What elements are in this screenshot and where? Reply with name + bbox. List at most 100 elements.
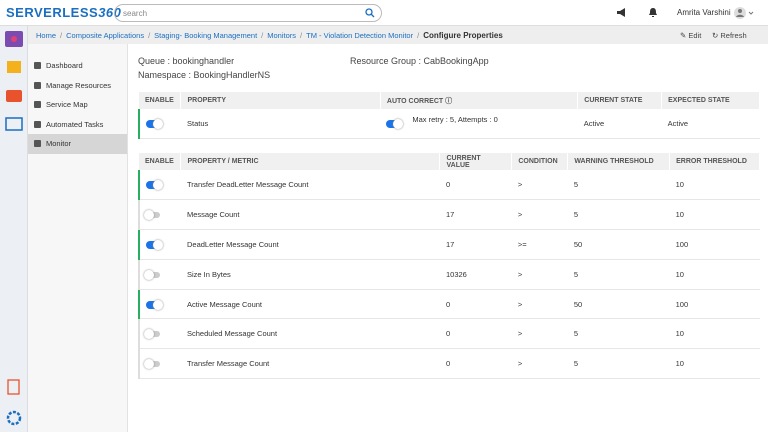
metric-cell: 17: [439, 199, 512, 231]
column-header: AUTO CORRECT ⓘ: [380, 92, 579, 109]
header-row: ENABLE PROPERTY / METRIC CURRENT VALUE COND…: [139, 153, 760, 170]
toggle-knob: [144, 329, 154, 340]
toggle-knob: [153, 240, 163, 250]
metric-cell: Scheduled Message Count: [180, 318, 440, 350]
refresh-label: Refresh: [720, 31, 747, 40]
column-header: EXPECTED STATE: [661, 92, 760, 109]
toggle-knob: [144, 359, 154, 370]
queue-name: Queue : bookinghandler: [138, 56, 235, 66]
rail-icons: [5, 31, 23, 426]
metric-cell: 0: [439, 170, 512, 201]
breadcrumb-item[interactable]: TM - Violation Detection Monitor: [306, 31, 414, 40]
toggle[interactable]: [146, 119, 163, 130]
search-placeholder: search: [123, 9, 148, 18]
toggle-knob: [144, 269, 154, 280]
sidebar-label: Dashboard: [46, 61, 83, 70]
user-name[interactable]: Amrita Varshini: [677, 8, 731, 17]
sidebar-item[interactable]: Dashboard: [28, 56, 127, 76]
metric-row: Message Count 17 >5 10: [138, 199, 760, 231]
auto-correct-cell: Max retry : 5, Attempts : 0: [380, 109, 578, 140]
metric-cell: 5: [567, 199, 670, 231]
metric-cell: 10: [669, 199, 760, 231]
metric-cell: 10: [669, 318, 760, 350]
sidebar-icon: [34, 62, 41, 69]
header-row: ENABLE PROPERTY AUTO CORRECT ⓘ CURRENT STAT…: [139, 92, 760, 109]
column-header: PROPERTY: [180, 92, 381, 109]
enable-cell: [138, 318, 181, 350]
metric-cell: 0: [439, 318, 512, 350]
sidebar-icon: [34, 120, 41, 128]
breadcrumb-item[interactable]: Monitors: [267, 31, 297, 40]
sidebar-item[interactable]: Service Map: [28, 95, 127, 115]
icon-rail: [0, 26, 28, 432]
top-bar: SERVERLESS360 search Amrita Varshini: [0, 0, 768, 26]
sidebar-item[interactable]: Manage Resources: [28, 76, 127, 96]
search-box[interactable]: search: [114, 4, 382, 22]
metrics-table: ENABLE PROPERTY / METRIC CURRENT VALUE COND…: [138, 153, 760, 380]
metric-cell: 5: [567, 259, 670, 290]
toggle[interactable]: [146, 299, 163, 310]
metric-row: DeadLetter Message Count 17 >= 50 100: [138, 229, 760, 260]
refresh-button[interactable]: ↻ Refresh: [712, 31, 747, 40]
separator: /: [417, 31, 420, 40]
sidebar-label: Manage Resources: [46, 80, 112, 90]
status-table: ENABLE PROPERTY AUTO CORRECT ⓘ CURRENT STAT…: [138, 92, 760, 140]
breadcrumb-item[interactable]: Home: [36, 31, 57, 40]
edit-label: Edit: [688, 31, 702, 40]
avatar[interactable]: [733, 6, 757, 20]
logo-text: SERVERLESS: [6, 5, 99, 20]
column-header: CURRENT STATE: [577, 92, 663, 109]
toggle[interactable]: [144, 329, 160, 340]
toggle[interactable]: [144, 359, 160, 370]
sidebar-item[interactable]: Monitor: [28, 134, 127, 154]
metric-cell: >: [511, 289, 568, 320]
announce-icon[interactable]: [616, 7, 628, 18]
metric-row: Transfer Message Count 0 >5 10: [138, 348, 760, 380]
metric-row: Size In Bytes 10326 >5 10: [138, 259, 760, 290]
metric-cell: 10326: [439, 259, 512, 290]
metric-cell: Active Message Count: [180, 289, 440, 320]
toggle-knob: [153, 299, 163, 310]
metric-cell: 10: [669, 170, 760, 201]
metric-cell: Size In Bytes: [180, 259, 440, 290]
metric-cell: DeadLetter Message Count: [180, 229, 440, 260]
sidebar-label: Monitor: [46, 139, 72, 148]
toggle[interactable]: [144, 210, 160, 221]
enable-cell: [138, 348, 181, 380]
logo[interactable]: SERVERLESS360: [6, 5, 121, 20]
separator: /: [60, 31, 63, 40]
sidebar-label: Service Map: [46, 100, 88, 109]
property-cell: Status: [180, 109, 381, 140]
separator: /: [148, 31, 151, 40]
sidebar-label: Automated Tasks: [46, 119, 104, 129]
sidebar-item[interactable]: Automated Tasks: [28, 115, 127, 135]
enable-cell: [138, 259, 181, 290]
status-row: Status Max retry : 5, Attempts : 0 Active A…: [138, 109, 760, 140]
breadcrumb: Home / Composite Applications / Staging- Boo…: [28, 26, 768, 44]
sidebar-icon: [34, 81, 41, 89]
enable-cell: [138, 229, 181, 260]
toggle[interactable]: [386, 118, 404, 129]
search-icon: [365, 8, 375, 18]
column-header: WARNING THRESHOLD: [567, 153, 671, 170]
metric-cell: 10: [669, 348, 760, 380]
column-header: ERROR THRESHOLD: [669, 153, 760, 170]
separator: /: [300, 31, 303, 40]
toggle-knob: [393, 118, 404, 129]
auto-correct-text: Max retry : 5, Attempts : 0: [412, 115, 498, 125]
bell-icon[interactable]: [648, 7, 658, 18]
column-header: PROPERTY / METRIC: [180, 153, 441, 170]
toggle[interactable]: [144, 269, 160, 280]
edit-button[interactable]: ✎ Edit: [680, 31, 702, 40]
toggle[interactable]: [146, 180, 163, 191]
metric-cell: 0: [439, 289, 512, 320]
column-header: ENABLE: [139, 153, 182, 170]
metric-cell: Message Count: [180, 199, 440, 231]
column-header: ENABLE: [139, 92, 182, 109]
breadcrumb-item[interactable]: Composite Applications: [66, 31, 145, 40]
breadcrumb-item[interactable]: Staging- Booking Management: [154, 31, 258, 40]
enable-cell: [138, 109, 181, 140]
toggle[interactable]: [146, 240, 163, 250]
separator: /: [261, 31, 264, 40]
